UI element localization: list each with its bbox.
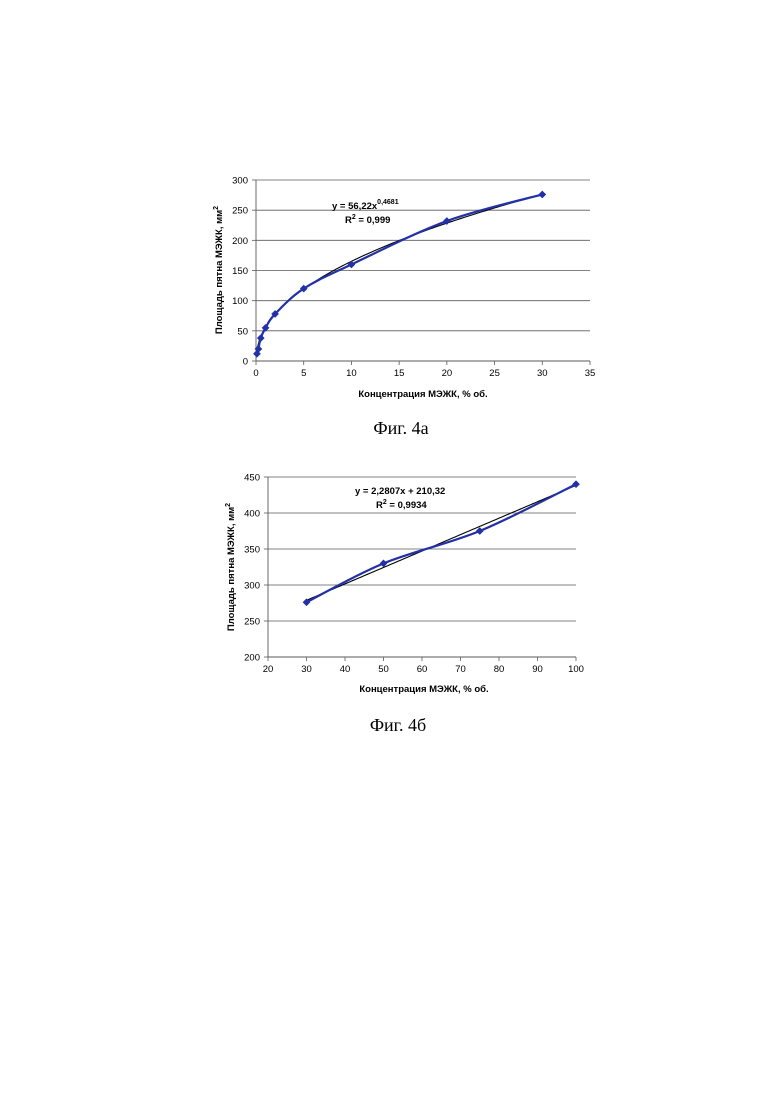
chart-4a-series-group	[257, 194, 542, 353]
chart-4a-y-tick-label: 0	[243, 357, 248, 368]
chart-4a-r2: R2 = 0,999	[345, 214, 390, 226]
chart-4b-point-2	[476, 527, 483, 534]
chart-4b-x-tick-label: 20	[263, 664, 274, 675]
chart-4a-y-tick-label: 300	[232, 176, 248, 187]
chart-4a-x-tick-label: 35	[585, 368, 596, 379]
chart-4b-equation-base: y = 2,2807x + 210,32	[355, 486, 445, 497]
chart-4a-y-tick-label: 50	[237, 326, 248, 337]
chart-4b: 20 30 40 50 60 70 80 90 100 200 250 300 350 400 450 y…	[225, 473, 584, 736]
chart-4a-ylabel-sup: 2	[213, 206, 220, 210]
chart-4a-ylabel: Площадь пятна МЭЖК, мм2	[213, 206, 225, 334]
chart-4b-caption: Фиг. 4б	[370, 715, 426, 735]
chart-4a-r2-value: = 0,999	[356, 215, 391, 226]
chart-4b-ylabel: Площадь пятна МЭЖК, мм2	[225, 503, 237, 631]
chart-4b-x-ticks: 20 30 40 50 60 70 80 90 100	[263, 657, 584, 675]
chart-4a-x-tick-label: 10	[346, 368, 357, 379]
chart-4a-caption: Фиг. 4а	[373, 418, 428, 438]
chart-4b-x-tick-label: 90	[532, 664, 543, 675]
chart-4b-y-tick-label: 450	[244, 473, 260, 484]
chart-4a-series-line	[257, 194, 542, 353]
chart-4a-x-ticks: 0 5 10 15 20 25 30 35	[253, 361, 595, 379]
chart-4b-r2-value: = 0,9934	[387, 500, 428, 511]
chart-4a-y-tick-label: 250	[232, 206, 248, 217]
chart-4b-r2: R2 = 0,9934	[376, 499, 427, 511]
chart-4a-x-tick-label: 30	[537, 368, 548, 379]
chart-4b-ylabel-sup: 2	[225, 503, 232, 507]
chart-4a-markers	[253, 191, 546, 357]
chart-4b-x-tick-label: 70	[455, 664, 466, 675]
chart-4a-y-tick-label: 100	[232, 296, 248, 307]
chart-4b-y-tick-label: 250	[244, 617, 260, 628]
chart-4b-x-tick-label: 50	[378, 664, 389, 675]
chart-4a-x-tick-label: 25	[489, 368, 500, 379]
chart-4a-y-tick-label: 150	[232, 266, 248, 277]
chart-4b-y-tick-label: 300	[244, 581, 260, 592]
chart-4b-y-tick-label: 400	[244, 509, 260, 520]
chart-4b-trendline	[307, 485, 577, 600]
chart-4a-x-tick-label: 5	[301, 368, 306, 379]
chart-4b-x-tick-label: 40	[340, 664, 351, 675]
chart-4a-xlabel: Концентрация МЭЖК, % об.	[358, 389, 487, 400]
chart-4a-y-ticks: 0 50 100 150 200 250 300	[232, 176, 256, 368]
chart-4b-x-tick-label: 80	[494, 664, 505, 675]
chart-4b-series-line	[307, 484, 577, 602]
chart-4b-trendline-group	[307, 485, 577, 600]
chart-4a-point-8	[539, 191, 546, 198]
chart-4b-ylabel-text: Площадь пятна МЭЖК, мм	[226, 507, 237, 631]
chart-4a-equation-exp: 0,4681	[377, 199, 399, 206]
chart-4a-y-tick-label: 200	[232, 236, 248, 247]
chart-4b-series-group	[307, 484, 577, 602]
chart-4b-equation: y = 2,2807x + 210,32	[355, 486, 445, 497]
chart-4a-trendline-group	[257, 194, 542, 349]
chart-4b-y-ticks: 200 250 300 350 400 450	[244, 473, 268, 664]
chart-4a-ylabel-text: Площадь пятна МЭЖК, мм	[214, 210, 225, 334]
chart-4a-grid	[256, 180, 590, 331]
chart-4a-equation-base: y = 56,22x	[332, 201, 378, 212]
chart-4b-x-tick-label: 60	[417, 664, 428, 675]
chart-4b-x-tick-label: 100	[568, 664, 584, 675]
chart-4b-y-tick-label: 350	[244, 545, 260, 556]
chart-4a-trendline	[257, 194, 542, 349]
chart-4a-x-tick-label: 15	[394, 368, 405, 379]
chart-4b-x-tick-label: 30	[301, 664, 312, 675]
chart-4a-point-6	[348, 261, 355, 268]
chart-4a-x-tick-label: 0	[253, 368, 258, 379]
chart-4b-y-tick-label: 200	[244, 653, 260, 664]
chart-4a: 0 5 10 15 20 25 30 35 0 50 100 150 200 250 300 y = 56…	[213, 176, 595, 439]
chart-4b-xlabel: Концентрация МЭЖК, % об.	[359, 684, 488, 695]
chart-4a-x-tick-label: 20	[442, 368, 453, 379]
chart-4a-point-2	[257, 334, 264, 341]
